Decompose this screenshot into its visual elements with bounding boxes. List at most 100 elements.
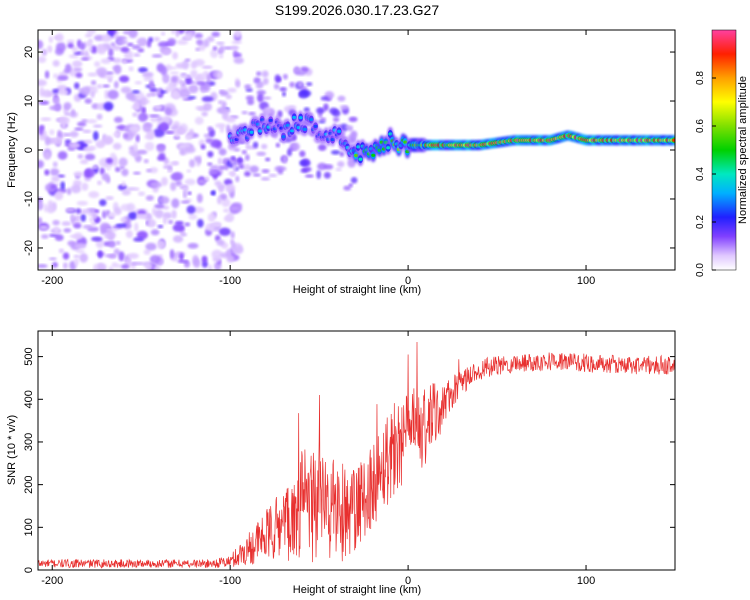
heatmap-cell xyxy=(282,155,288,164)
heatmap-cell xyxy=(172,51,178,60)
heatmap-cell xyxy=(140,96,147,107)
heatmap-cell xyxy=(68,142,80,149)
heatmap-cell xyxy=(245,154,250,161)
heatmap-cell xyxy=(184,178,196,186)
heatmap-cell xyxy=(200,144,206,150)
heatmap-cell xyxy=(104,253,117,258)
heatmap-cell xyxy=(347,158,356,168)
heatmap-cell xyxy=(256,151,267,157)
heatmap-cell xyxy=(112,142,122,150)
heatmap-cell xyxy=(38,79,47,87)
heatmap-cell xyxy=(194,33,203,39)
heatmap-cell xyxy=(187,191,192,195)
spectrogram-ytick-label: -10 xyxy=(23,191,35,207)
heatmap-cell xyxy=(44,70,50,79)
heatmap-cell xyxy=(197,155,202,164)
heatmap-cell xyxy=(128,30,138,39)
heatmap-cell xyxy=(113,116,123,123)
heatmap-cell xyxy=(138,67,148,73)
spectrogram-xtick-label: -100 xyxy=(219,275,241,287)
heatmap-cell xyxy=(218,148,227,156)
heatmap-cell xyxy=(141,106,146,114)
heatmap-cell xyxy=(171,161,179,165)
heatmap-cell xyxy=(90,45,98,54)
heatmap-cell xyxy=(104,231,117,240)
heatmap-cell xyxy=(38,217,43,225)
snr-ytick-label: 200 xyxy=(23,475,35,493)
heatmap-cell xyxy=(216,41,225,45)
heatmap-cell xyxy=(339,151,345,157)
heatmap-cell xyxy=(182,186,189,193)
heatmap-cell xyxy=(118,251,125,262)
heatmap-cell xyxy=(79,253,88,263)
heatmap-cell xyxy=(101,172,110,181)
heatmap-cell xyxy=(121,181,126,187)
heatmap-cell xyxy=(244,84,252,90)
heatmap-cell xyxy=(171,198,180,209)
heatmap-cell xyxy=(58,89,69,96)
heatmap-cell xyxy=(253,77,261,84)
heatmap-cell xyxy=(144,141,155,151)
heatmap-cell xyxy=(260,143,268,150)
heatmap-cell xyxy=(44,135,51,146)
heatmap-cell xyxy=(150,229,160,236)
heatmap-cell xyxy=(303,107,310,113)
colorbar-ticks: 0.0 0.2 0.4 0.6 0.8 xyxy=(695,71,716,277)
heatmap-cell xyxy=(49,105,61,111)
heatmap-cell xyxy=(403,140,408,144)
heatmap-cell xyxy=(279,87,287,92)
heatmap-cell xyxy=(133,171,141,175)
heatmap-cell xyxy=(296,70,307,76)
heatmap-cell xyxy=(123,50,134,60)
heatmap-cell xyxy=(126,202,136,212)
heatmap-cell xyxy=(218,53,224,59)
heatmap-cell xyxy=(137,48,145,53)
heatmap-cell xyxy=(172,223,185,232)
heatmap-cell xyxy=(275,142,280,148)
heatmap-cell xyxy=(131,44,141,50)
heatmap-cell xyxy=(54,191,64,201)
heatmap-cell xyxy=(175,62,186,69)
heatmap-cell xyxy=(128,125,140,133)
heatmap-cell xyxy=(48,36,54,44)
heatmap-cell xyxy=(348,116,358,122)
spectrogram-ytick-label: 10 xyxy=(23,95,35,107)
heatmap-cell xyxy=(133,53,141,57)
heatmap-cell xyxy=(219,90,229,97)
heatmap-cell xyxy=(50,184,57,189)
heatmap-cell xyxy=(268,173,278,178)
snr-ytick-label: 300 xyxy=(23,433,35,451)
heatmap-cell xyxy=(332,109,341,117)
heatmap-cell xyxy=(38,40,43,49)
heatmap-cell xyxy=(120,86,132,94)
heatmap-cell xyxy=(111,262,119,268)
heatmap-cell xyxy=(202,82,211,92)
heatmap-cell xyxy=(149,80,155,89)
heatmap-cell xyxy=(309,117,314,122)
heatmap-cell xyxy=(234,52,242,58)
heatmap-cell xyxy=(188,214,198,220)
heatmap-cell xyxy=(188,84,199,94)
heatmap-cell xyxy=(190,69,198,79)
heatmap-cell xyxy=(143,158,149,164)
heatmap-cell xyxy=(300,66,309,73)
heatmap-cell xyxy=(187,96,197,100)
heatmap-cell xyxy=(201,255,208,264)
heatmap-cell xyxy=(146,168,152,173)
heatmap-cell xyxy=(386,146,391,150)
heatmap-cell xyxy=(149,88,158,92)
heatmap-cell xyxy=(316,170,322,179)
heatmap-cell xyxy=(261,169,270,174)
heatmap-cell xyxy=(103,101,114,111)
heatmap-cell xyxy=(84,177,92,182)
heatmap-cell xyxy=(154,265,161,270)
heatmap-cell xyxy=(323,164,334,170)
heatmap-cell xyxy=(72,60,83,68)
heatmap-cell xyxy=(167,168,173,173)
heatmap-cell xyxy=(57,174,66,178)
heatmap-cell xyxy=(225,183,236,193)
heatmap-cell xyxy=(121,189,131,196)
heatmap-cell xyxy=(52,88,60,94)
heatmap-cell xyxy=(179,88,191,99)
heatmap-cell xyxy=(75,208,81,214)
